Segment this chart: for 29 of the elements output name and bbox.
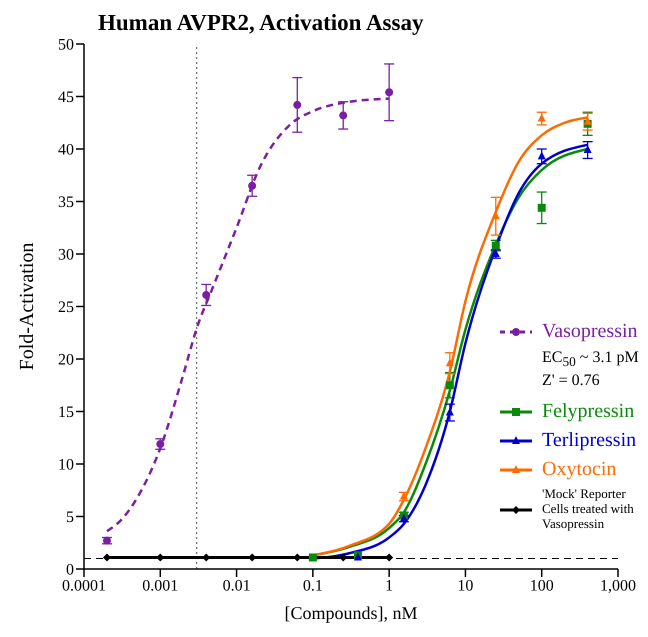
- y-tick-label: 20: [58, 352, 74, 369]
- x-axis-title: [Compounds], nM: [284, 603, 418, 623]
- x-tick-label: 0.001: [142, 577, 178, 594]
- x-tick-label: 1: [385, 577, 394, 594]
- annotation: EC$_{50}$ ~ 3.1 pM: [542, 349, 640, 370]
- x-tick-label: 0.0001: [62, 577, 106, 594]
- y-tick-label: 50: [58, 36, 74, 54]
- y-tick-label: 5: [66, 509, 74, 526]
- y-tick-label: 40: [58, 142, 74, 159]
- y-tick-label: 0: [66, 562, 74, 579]
- y-tick-label: 10: [58, 456, 74, 474]
- legend-label: Terlipressin: [542, 429, 636, 452]
- y-tick-label: 15: [58, 404, 74, 422]
- x-tick-label: 0.1: [302, 577, 323, 594]
- x-tick-label: 0.01: [222, 577, 251, 594]
- y-axis-title: Fold-Activation: [16, 242, 38, 370]
- x-tick-label: 10: [457, 577, 474, 594]
- legend-label: 'Mock' Reporter Cells treated with Vasopressin: [542, 486, 635, 532]
- legend-label: Oxytocin: [542, 458, 616, 482]
- y-tick-label: 25: [58, 299, 74, 316]
- y-tick-label: 45: [58, 89, 74, 106]
- y-tick-label: 30: [58, 246, 74, 264]
- x-tick-label: 100: [530, 577, 554, 594]
- legend-label: Vasopressin: [542, 320, 638, 343]
- annotation: Z' = 0.76: [542, 372, 601, 390]
- x-tick-label: 1,000: [600, 577, 636, 594]
- y-tick-label: 35: [58, 194, 74, 212]
- chart-title: Human AVPR2, Activation Assay: [98, 10, 424, 36]
- legend-label: Felypressin: [542, 400, 634, 424]
